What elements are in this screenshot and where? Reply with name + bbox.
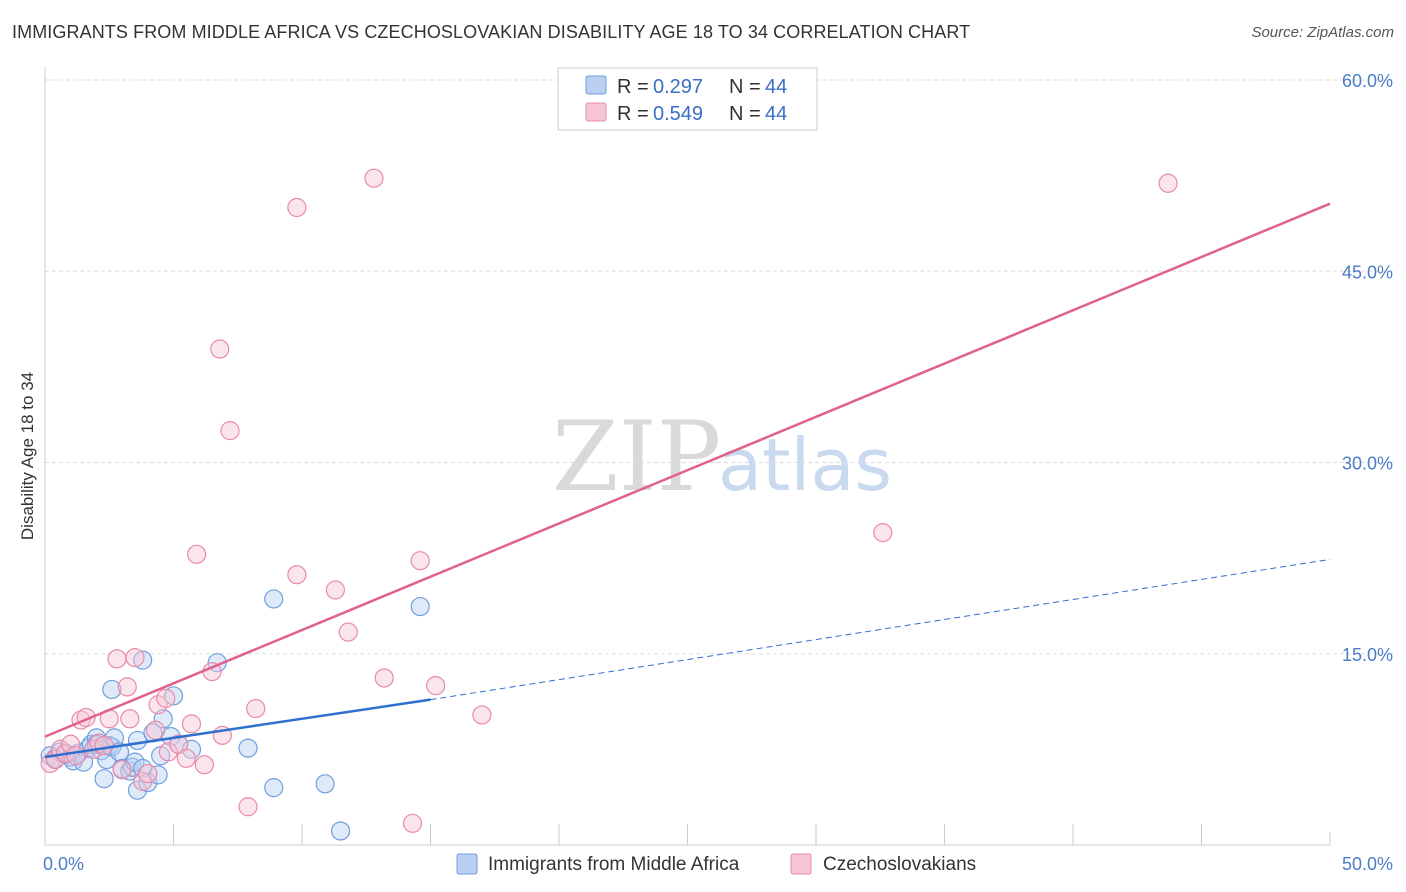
point-czechoslovakian-24 [176,748,196,768]
point-middle-africa-22 [127,780,148,800]
point-middle-africa-32 [163,686,184,706]
point-czechoslovakian-18 [138,763,158,784]
point-middle-africa-38 [264,778,284,798]
legend-r-label-pink: R = [617,103,649,125]
series-legend-swatch-blue [456,853,478,875]
point-czechoslovakian-13 [112,760,132,780]
point-czechoslovakian-22 [158,742,178,762]
legend-n-label-blue: N = [729,76,761,98]
point-czechoslovakian-15 [120,709,140,729]
point-middle-africa-12 [94,769,114,789]
point-czechoslovakian-16 [125,647,145,668]
y-tick-label-0: 15.0% [1342,645,1393,665]
point-middle-africa-41 [330,821,351,841]
point-czechoslovakian-45 [873,523,893,543]
correlation-legend: R = 0.297 N = 44 R = 0.549 N = 44 [557,67,818,131]
x-tick-label-1: 50.0% [1342,854,1393,874]
point-middle-africa-40 [315,774,335,794]
y-tick-label-2: 45.0% [1342,262,1393,282]
axes [44,67,1331,846]
point-czechoslovakian-41 [402,813,423,833]
legend-n-value-pink: 44 [765,103,787,125]
series-legend-swatch-pink [790,853,812,875]
point-czechoslovakian-32 [210,339,230,359]
point-czechoslovakian-34 [287,565,307,585]
gridlines [45,79,1395,655]
point-middle-africa-34 [181,739,202,759]
series-legend-label-blue: Immigrants from Middle Africa [488,854,740,875]
legend-n-label-pink: N = [729,103,761,125]
point-czechoslovakian-43 [364,168,384,188]
point-czechoslovakian-21 [156,688,176,708]
point-czechoslovakian-29 [238,797,258,817]
point-czechoslovakian-10 [94,735,114,756]
point-middle-africa-36 [133,650,153,670]
legend-swatch-blue [585,75,607,95]
chart-title: IMMIGRANTS FROM MIDDLE AFRICA VS CZECHOS… [12,22,971,42]
trend-lines [44,202,1331,759]
x-tick-label-0: 0.0% [43,854,84,874]
trend-line-middle-africa [44,698,431,759]
point-czechoslovakian-30 [246,698,266,719]
point-czechoslovakian-40 [472,705,492,725]
legend-swatch-pink [585,102,607,122]
point-middle-africa-42 [410,596,430,617]
point-czechoslovakian-26 [194,755,214,775]
legend-r-value-blue: 0.297 [653,76,703,98]
series-legend-label-pink: Czechoslovakians [823,854,976,875]
point-czechoslovakian-38 [410,551,430,571]
point-middle-africa-39 [264,589,284,609]
legend-n-value-blue: 44 [765,76,787,98]
point-czechoslovakian-39 [426,676,446,696]
x-tick-labels: 0.0% 50.0% [43,854,1393,874]
trend-line-czechoslovakians [44,202,1331,738]
point-middle-africa-25 [102,679,122,700]
point-czechoslovakian-14 [117,677,137,697]
series-czechoslovakians [40,168,1178,833]
point-middle-africa-37 [238,738,258,758]
point-czechoslovakian-42 [287,197,307,218]
point-czechoslovakian-44 [1158,173,1178,193]
watermark-atlas: atlas [718,423,892,507]
chart-source: Source: ZipAtlas.com [1251,24,1394,41]
point-czechoslovakian-35 [325,580,346,600]
y-axis-label: Disability Age 18 to 34 [18,372,37,540]
point-czechoslovakian-5 [66,746,86,766]
watermark: ZIP atlas [552,401,892,513]
point-czechoslovakian-33 [220,421,240,441]
y-tick-label-1: 30.0% [1342,454,1393,474]
series-legend: Immigrants from Middle Africa Czechoslov… [456,853,976,875]
point-czechoslovakian-12 [107,649,127,669]
point-czechoslovakian-25 [181,714,202,734]
point-czechoslovakian-36 [338,622,358,642]
trend-line-middle-africa-dashed [430,558,1331,701]
point-czechoslovakian-31 [187,544,207,564]
watermark-zip: ZIP [552,401,721,513]
series-immigrants-middle-africa [40,589,430,841]
legend-r-label-blue: R = [617,76,649,98]
point-czechoslovakian-20 [148,695,168,715]
point-czechoslovakian-19 [145,720,166,740]
y-tick-label-3: 60.0% [1342,71,1393,91]
point-czechoslovakian-37 [374,668,394,688]
legend-r-value-pink: 0.549 [653,103,703,125]
point-czechoslovakian-0 [40,753,60,774]
y-tick-labels: 15.0% 30.0% 45.0% 60.0% [1342,71,1393,665]
